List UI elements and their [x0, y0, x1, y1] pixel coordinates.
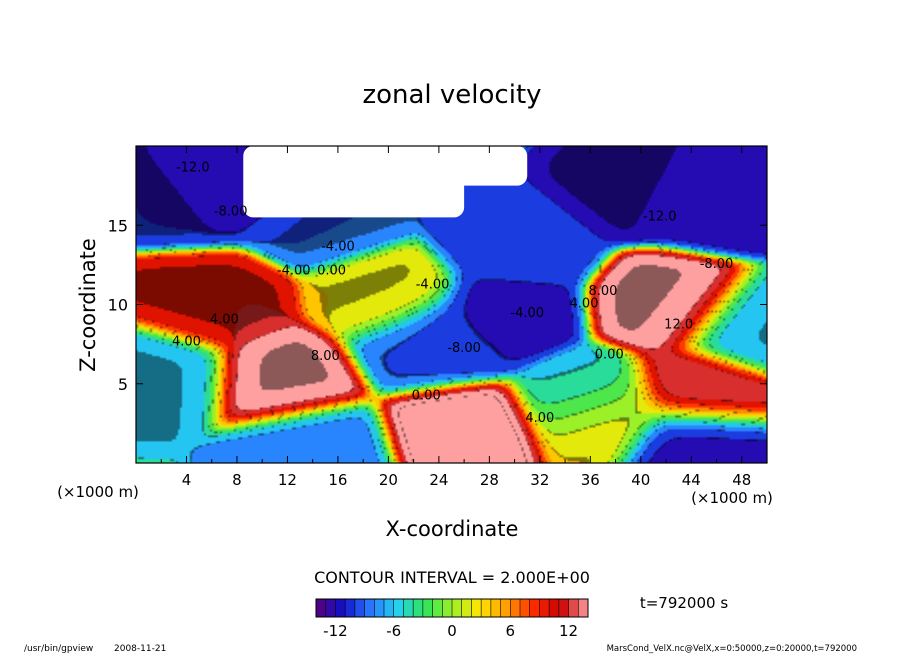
colorbar-tick-label: -12 — [323, 622, 348, 640]
colorbar-segment — [422, 599, 433, 617]
colorbar-segment — [413, 599, 424, 617]
colorbar-tick-label: 0 — [447, 622, 457, 640]
contour-label: -4.00 — [510, 306, 544, 321]
x-tick-label: 48 — [732, 471, 751, 489]
contour-label: 4.00 — [172, 335, 201, 350]
footer-program: /usr/bin/gpview — [24, 644, 93, 654]
contour-label: -12.0 — [643, 209, 677, 224]
x-tick-label: 32 — [530, 471, 549, 489]
contour-label: -4.00 — [277, 263, 311, 278]
x-tick-label: 36 — [581, 471, 600, 489]
contour-label: 0.00 — [317, 263, 346, 278]
contour-label: 0.00 — [412, 389, 441, 404]
x-tick-label: 12 — [278, 471, 297, 489]
colorbar-segment — [578, 599, 589, 617]
contour-label: 4.00 — [210, 313, 239, 328]
contour-label: 12.0 — [664, 317, 693, 332]
contour-label: 0.00 — [595, 347, 624, 362]
colorbar-segment — [335, 599, 346, 617]
contour-labels: -12.0-8.00-4.00-4.00 0.004.004.008.00-4.0… — [172, 160, 733, 425]
x-tick-label: 20 — [379, 471, 398, 489]
colorbar-segment — [442, 599, 453, 617]
x-tick-label: 44 — [682, 471, 701, 489]
contour-interval: CONTOUR INTERVAL = 2.000E+00 — [314, 568, 590, 587]
colorbar-segment — [393, 599, 404, 617]
colorbar-tick-label: -6 — [386, 622, 401, 640]
footer-date: 2008-11-21 — [114, 644, 166, 654]
colorbar — [316, 599, 589, 617]
x-tick-label: 16 — [328, 471, 347, 489]
contour-label: 8.00 — [311, 349, 340, 364]
contour-label: -8.00 — [700, 257, 734, 272]
colorbar-segment — [529, 599, 540, 617]
colorbar-segment — [316, 599, 327, 617]
colorbar-segment — [452, 599, 463, 617]
colorbar-frame — [315, 598, 589, 618]
y-tick-label: 15 — [108, 216, 128, 235]
colorbar-segment — [510, 599, 521, 617]
x-tick-label: 24 — [429, 471, 448, 489]
chart-title: zonal velocity — [362, 80, 541, 110]
y-tick-label: 10 — [108, 296, 128, 315]
colorbar-segment — [539, 599, 550, 617]
colorbar-segment — [500, 599, 511, 617]
x-tick-label: 8 — [232, 471, 242, 489]
plot-area — [136, 146, 767, 463]
colorbar-segment — [325, 599, 336, 617]
colorbar-segment — [384, 599, 395, 617]
x-axis-label: X-coordinate — [386, 517, 519, 541]
footer-source: MarsCond_VelX.nc@VelX,x=0:50000,z=0:2000… — [607, 644, 857, 654]
x-unit-left: (×1000 m) — [57, 483, 139, 501]
x-tick-label: 28 — [480, 471, 499, 489]
colorbar-segment — [549, 599, 560, 617]
y-axis: 5 10 15 — [108, 216, 767, 394]
colorbar-segment — [364, 599, 375, 617]
colorbar-segment — [520, 599, 531, 617]
contour-label: -4.00 — [321, 240, 355, 255]
colorbar-segment — [481, 599, 492, 617]
colorbar-segment — [432, 599, 443, 617]
no-data-region — [243, 146, 465, 218]
x-unit-right: (×1000 m) — [691, 489, 773, 507]
colorbar-tick-label: 6 — [506, 622, 516, 640]
y-tick-label: 5 — [118, 375, 128, 394]
colorbar-tick-label: 12 — [559, 622, 578, 640]
colorbar-segment — [374, 599, 385, 617]
contour-label: 4.00 — [525, 411, 554, 426]
y-axis-label: Z-coordinate — [76, 238, 100, 372]
contour-label: 8.00 — [588, 284, 617, 299]
contour-label: -8.00 — [214, 205, 248, 220]
colorbar-segment — [403, 599, 414, 617]
contour-label: -12.0 — [176, 160, 210, 175]
colorbar-segment — [345, 599, 356, 617]
colorbar-segment — [354, 599, 365, 617]
x-tick-label: 40 — [631, 471, 650, 489]
colorbar-segment — [490, 599, 501, 617]
colorbar-segment — [471, 599, 482, 617]
time-label: t=792000 s — [640, 594, 728, 612]
colorbar-segment — [461, 599, 472, 617]
no-data-region — [451, 146, 528, 186]
contour-label: -4.00 — [416, 278, 450, 293]
colorbar-segment — [568, 599, 579, 617]
colorbar-segment — [558, 599, 569, 617]
no-data-regions — [243, 146, 528, 218]
contour-label: 4.00 — [570, 297, 599, 312]
colorbar-ticks: -12 -6 0 6 12 — [323, 622, 578, 640]
x-axis: 4 8 12 16 20 24 28 32 36 40 44 48 — [160, 146, 751, 489]
contour-label: -8.00 — [447, 341, 481, 356]
x-tick-label: 4 — [182, 471, 192, 489]
